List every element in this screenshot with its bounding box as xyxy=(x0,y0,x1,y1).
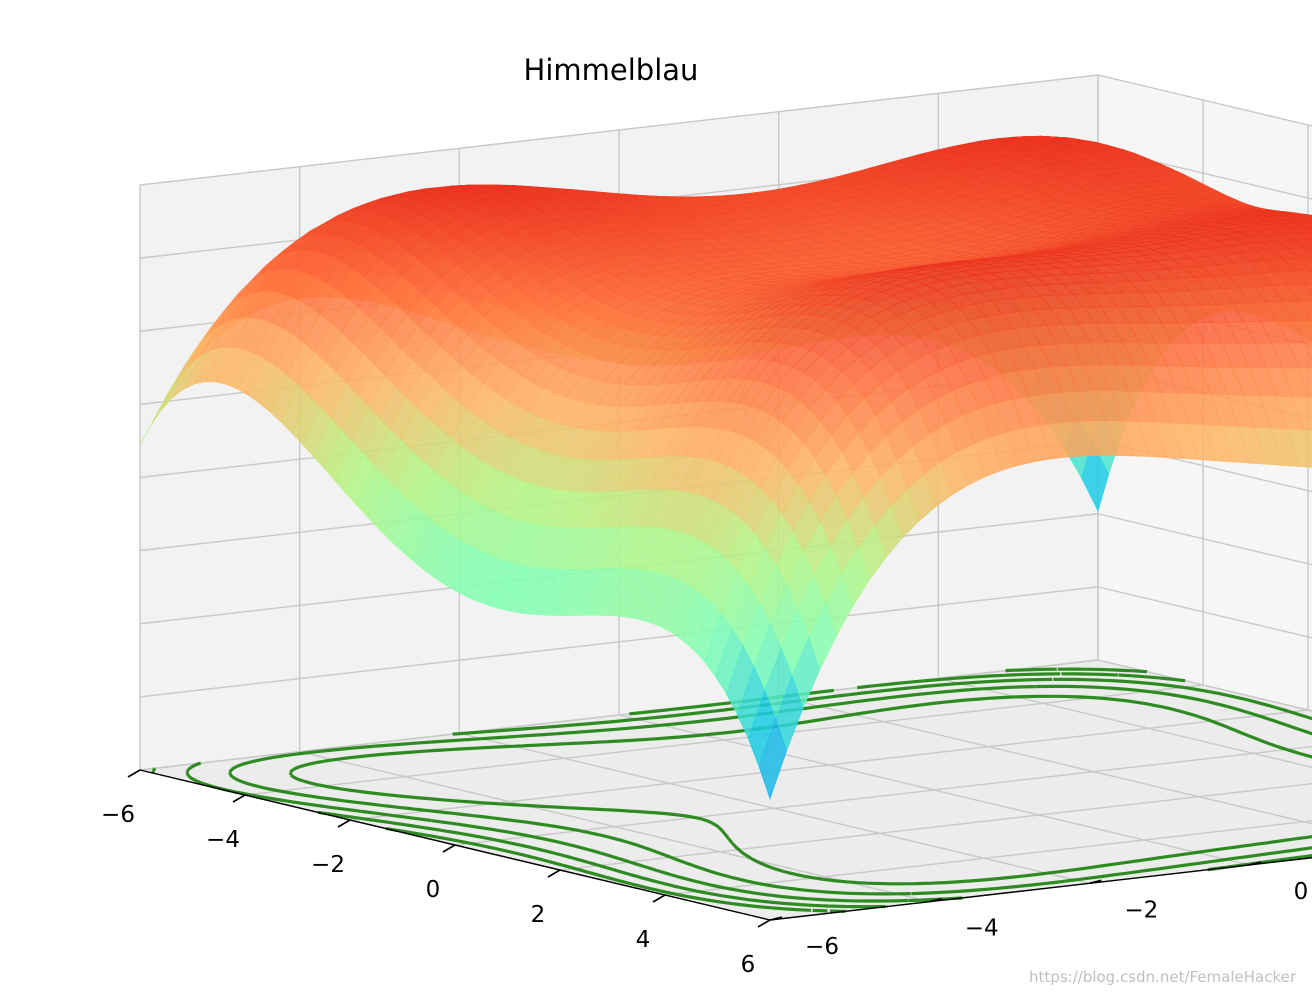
y-tick-mark xyxy=(1248,861,1262,866)
watermark: https://blog.csdn.net/FemaleHacker xyxy=(1029,968,1297,986)
x-tick-label: −4 xyxy=(206,827,240,853)
grid-back-z xyxy=(1097,659,1312,712)
surface-patch xyxy=(758,717,787,800)
y-tick-label: 0 xyxy=(1294,879,1309,905)
x-tick-label: −6 xyxy=(101,802,135,828)
grid-back-z xyxy=(1097,147,1312,200)
grid-floor-y xyxy=(618,714,1250,866)
y-tick-mark xyxy=(1089,879,1102,885)
chart-title: Himmelblau xyxy=(524,53,699,87)
y-tick-label: −4 xyxy=(965,916,999,942)
grid-back-z xyxy=(1097,74,1312,127)
x-tick-mark xyxy=(232,794,246,803)
axis-ticks: −6−4−20246−6−4−202460−250−500−750−1000−1… xyxy=(101,769,1309,978)
x-tick-mark xyxy=(652,894,666,903)
x-tick-label: −2 xyxy=(311,852,345,878)
grid-floor-y xyxy=(778,695,1312,825)
x-tick-mark xyxy=(127,769,141,778)
grid-back-z xyxy=(1097,586,1312,639)
y-tick-mark xyxy=(929,897,942,903)
x-tick-label: 6 xyxy=(741,952,756,978)
y-tick-label: −6 xyxy=(805,934,839,960)
surface-plot xyxy=(139,135,1312,800)
grid-floor-y xyxy=(299,750,930,903)
grid-floor-y xyxy=(938,677,1312,769)
grid-back-z xyxy=(1097,513,1312,566)
x-tick-label: 4 xyxy=(636,927,651,953)
x-tick-label: 2 xyxy=(531,902,546,928)
grid-floor-y xyxy=(459,732,1090,885)
x-tick-mark xyxy=(337,819,351,828)
x-tick-mark xyxy=(442,844,456,853)
grid-left-z xyxy=(139,74,1099,186)
x-tick-mark xyxy=(547,869,561,878)
y-tick-mark xyxy=(769,916,783,921)
grid-left-z xyxy=(139,586,1099,698)
y-tick-label: −2 xyxy=(1124,897,1158,923)
grid-back-z xyxy=(1097,439,1312,493)
contour-dashed xyxy=(385,667,1148,913)
x-tick-mark xyxy=(757,919,771,928)
contour-dashed xyxy=(151,672,1186,909)
x-tick-label: 0 xyxy=(426,877,441,903)
